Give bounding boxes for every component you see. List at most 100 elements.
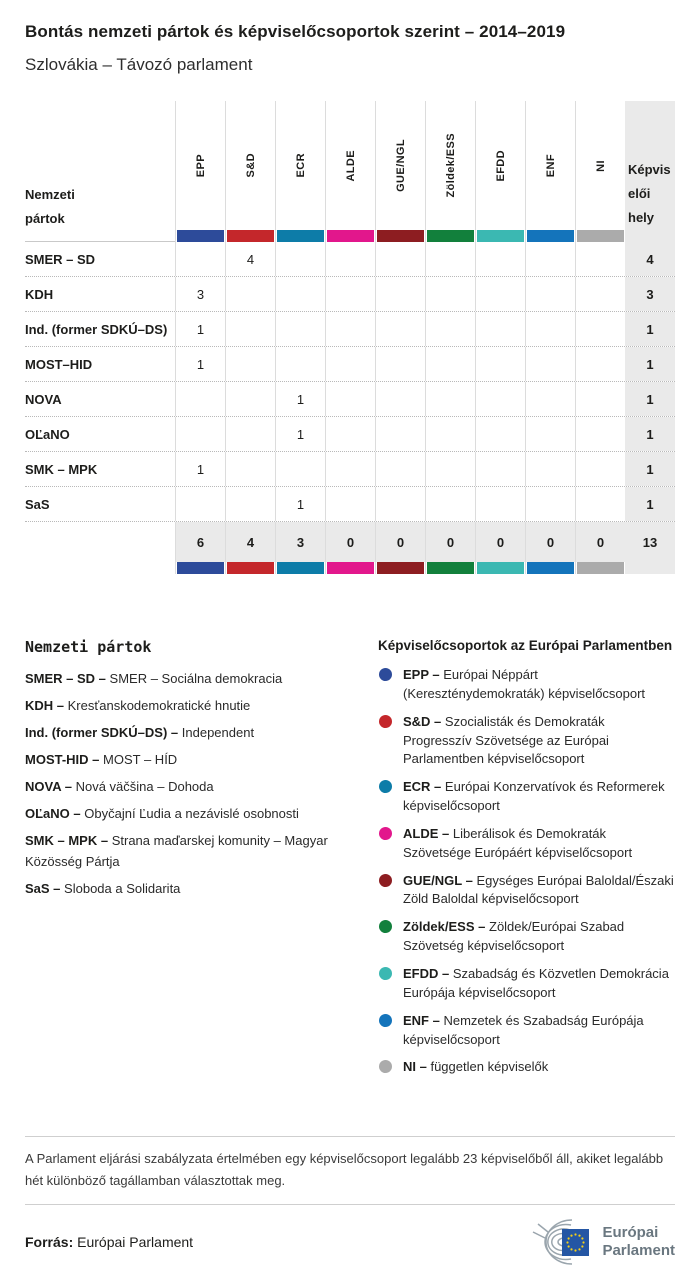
totals-row: 6 4 3 0 0 0 0 0 0 13: [25, 522, 675, 562]
value-cell: [575, 347, 625, 381]
value-cell: [525, 487, 575, 521]
group-full-name: Liberálisok és Demokraták Szövetsége Eur…: [403, 825, 633, 860]
party-legend-item: OĽaNO – Obyčajní Ľudia a nezávislé osobn…: [25, 804, 355, 825]
value-cell: [375, 277, 425, 311]
group-label-wrap: ALDE: [326, 101, 375, 230]
color-bar-fill: [177, 562, 224, 574]
value-cell: [475, 277, 525, 311]
group-label-wrap: Zöldek/ESS: [426, 101, 475, 230]
value-cell: [275, 277, 325, 311]
value-cell: 3: [175, 277, 225, 311]
table-row: NOVA 1 1: [25, 382, 675, 417]
group-label-wrap: ENF: [526, 101, 575, 230]
value-cell: [225, 277, 275, 311]
group-color-bar-bottom: [425, 562, 475, 574]
group-legend-item: S&D – Szocialisták és Demokraták Progres…: [378, 713, 675, 770]
group-color-bar: [277, 230, 324, 242]
group-color-dot: [379, 826, 392, 840]
group-color-dot: [379, 966, 392, 980]
value-cell: [575, 382, 625, 416]
value-cell: [575, 242, 625, 276]
group-legend-item: EPP – Európai Néppárt (Kereszténydemokra…: [378, 666, 675, 704]
seats-cell: 1: [625, 417, 675, 451]
value-cell: [475, 382, 525, 416]
group-label: Zöldek/ESS: [444, 133, 457, 198]
value-cell: [175, 417, 225, 451]
group-abbr: ECR –: [403, 779, 442, 795]
total-value-cell: 4: [225, 522, 275, 562]
group-color-bar-bottom: [575, 562, 625, 574]
value-cell: [425, 277, 475, 311]
seats-cell: 3: [625, 277, 675, 311]
group-label: EFDD: [494, 149, 507, 182]
group-color-dot: [379, 1060, 392, 1074]
value-cell: [575, 487, 625, 521]
table-row: Ind. (former SDKÚ–DS) 1 1: [25, 312, 675, 347]
political-groups-list: EPP – Európai Néppárt (Kereszténydemokra…: [378, 666, 675, 1077]
value-cell: [525, 347, 575, 381]
value-cell: [575, 452, 625, 486]
group-abbr: EPP –: [403, 667, 440, 682]
group-color-bar-bottom: [525, 562, 575, 574]
seats-column-header: Képviselői hely: [625, 101, 675, 242]
group-color-bar: [327, 230, 374, 242]
group-color-bar-bottom: [325, 562, 375, 574]
value-cell: [425, 347, 475, 381]
table-header: Nemzeti pártok EPP S&D ECR ALDE GUE/NGL Zölde…: [25, 101, 675, 242]
group-full-name: Szocialisták és Demokraták Progresszív S…: [403, 713, 609, 767]
party-full-name: Nová väčšina – Dohoda: [75, 779, 214, 795]
group-column-header: ECR: [275, 101, 325, 242]
group-full-name: Európai Konzervatívok és Reformerek képv…: [403, 779, 665, 814]
value-cell: 1: [175, 312, 225, 346]
party-legend-item: NOVA – Nová väčšina – Dohoda: [25, 777, 355, 798]
color-bar-fill: [477, 562, 524, 574]
seats-cell: 1: [625, 347, 675, 381]
value-cell: [425, 487, 475, 521]
group-abbr: ENF –: [403, 1012, 440, 1028]
bar-spacer: [25, 562, 175, 574]
group-label-wrap: NI: [576, 101, 625, 230]
color-bar-fill: [377, 562, 424, 574]
group-legend-item: ENF – Nemzetek és Szabadság Európája kép…: [378, 1012, 675, 1050]
group-description: EPP – Európai Néppárt (Kereszténydemokra…: [403, 666, 675, 704]
group-label: ENF: [544, 153, 557, 178]
value-cell: [425, 452, 475, 486]
seats-cell: 1: [625, 452, 675, 486]
value-cell: [225, 487, 275, 521]
table-row: KDH 3 3: [25, 277, 675, 312]
footnote-text: A Parlament eljárási szabályzata értelmé…: [25, 1151, 664, 1189]
group-label: ALDE: [344, 149, 357, 182]
party-full-name: Strana maďarskej komunity – Magyar Közös…: [25, 833, 328, 869]
value-cell: [525, 452, 575, 486]
party-legend-item: Ind. (former SDKÚ–DS) – Independent: [25, 723, 355, 744]
group-label: EPP: [194, 153, 207, 178]
divider-top: [25, 1136, 675, 1138]
page-title: Bontás nemzeti pártok és képviselőcsopor…: [25, 22, 566, 41]
value-cell: [325, 382, 375, 416]
value-cell: [225, 347, 275, 381]
value-cell: [275, 347, 325, 381]
group-full-name: Egységes Európai Baloldal/Északi Zöld Ba…: [403, 872, 674, 907]
group-full-name: Zöldek/Európai Szabad Szövetség képvisel…: [403, 919, 625, 954]
party-legend-item: KDH – Kresťanskodemokratické hnutie: [25, 696, 355, 717]
group-abbr: Zöldek/ESS –: [403, 919, 486, 935]
group-description: ALDE – Liberálisok és Demokraták Szövets…: [403, 825, 675, 863]
color-bar-fill: [427, 562, 474, 574]
value-cell: [375, 312, 425, 346]
group-color-dot: [379, 873, 392, 887]
party-name-cell: SaS: [25, 496, 50, 512]
party-name-cell: KDH: [25, 286, 54, 302]
color-bar-fill: [227, 562, 274, 574]
group-color-dot: [379, 668, 392, 681]
color-bar-fill: [577, 562, 624, 574]
group-column-header: ALDE: [325, 101, 375, 242]
value-cell: 1: [275, 382, 325, 416]
group-color-bar-bottom: [275, 562, 325, 574]
total-value-cell: 0: [425, 522, 475, 562]
value-cell: 1: [275, 487, 325, 521]
total-value-cell: 0: [375, 522, 425, 562]
group-label: ECR: [294, 153, 307, 178]
table-row: SMK – MPK 1 1: [25, 452, 675, 487]
table-row: OĽaNO 1 1: [25, 417, 675, 452]
party-name-cell: OĽaNO: [25, 426, 70, 442]
